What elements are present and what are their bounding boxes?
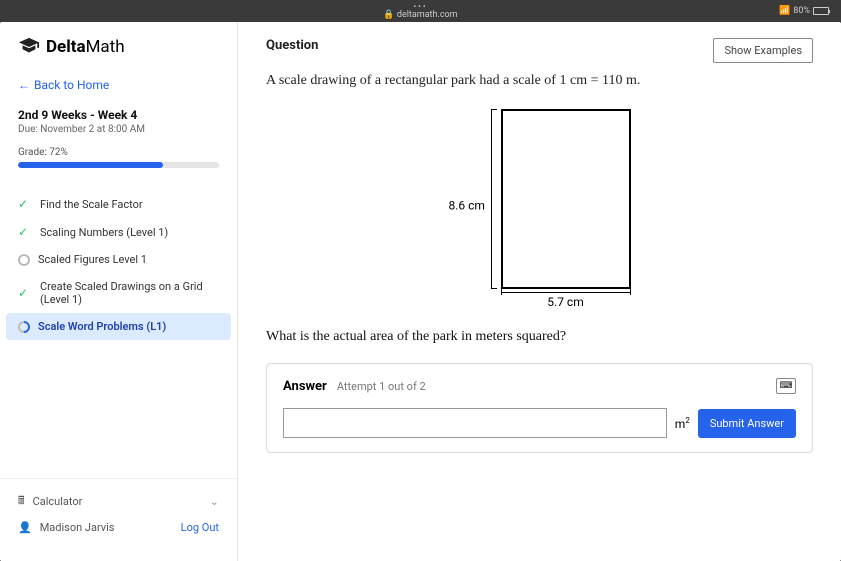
- assignment-title: 2nd 9 Weeks - Week 4: [18, 108, 219, 122]
- answer-input[interactable]: [283, 408, 667, 438]
- sidebar-footer: 🖩 Calculator ⌄ 👤 Madison Jarvis Log Out: [0, 478, 237, 547]
- task-label: Find the Scale Factor: [40, 198, 143, 211]
- task-label: Scaled Figures Level 1: [38, 253, 147, 266]
- rectangle: [501, 109, 631, 289]
- task-item[interactable]: ✓ Create Scaled Drawings on a Grid (Level…: [6, 273, 231, 313]
- task-item[interactable]: Scaled Figures Level 1: [6, 246, 231, 273]
- logo[interactable]: DeltaMath: [0, 36, 237, 72]
- keypad-icon[interactable]: ⌨: [776, 378, 796, 394]
- answer-label: Answer: [283, 379, 327, 394]
- url-display: 🔒 deltamath.com: [383, 10, 457, 20]
- scale-figure: 8.6 cm 5.7 cm: [266, 103, 813, 311]
- show-examples-button[interactable]: Show Examples: [713, 38, 813, 63]
- progress-icon: [16, 318, 33, 335]
- answer-unit: m2: [675, 416, 690, 431]
- grade-block: Grade: 72%: [0, 139, 237, 182]
- task-list: ✓ Find the Scale Factor ✓ Scaling Numbers (…: [0, 182, 237, 478]
- height-label: 8.6 cm: [449, 199, 485, 213]
- submit-answer-button[interactable]: Submit Answer: [698, 409, 796, 438]
- question-heading: Question: [266, 38, 318, 53]
- graduation-cap-icon: [18, 36, 40, 58]
- v-bracket: [491, 109, 497, 289]
- task-label: Scaling Numbers (Level 1): [40, 226, 168, 239]
- width-label: 5.7 cm: [501, 295, 631, 309]
- user-row: 👤 Madison Jarvis Log Out: [18, 516, 219, 539]
- attempt-text: Attempt 1 out of 2: [337, 380, 426, 393]
- task-item[interactable]: ✓ Find the Scale Factor: [6, 190, 231, 218]
- calculator-toggle[interactable]: 🖩 Calculator ⌄: [18, 487, 219, 516]
- main-content: Question Show Examples A scale drawing o…: [238, 22, 841, 561]
- assignment-due: Due: November 2 at 8:00 AM: [18, 124, 219, 135]
- task-item[interactable]: Scale Word Problems (L1): [6, 313, 231, 340]
- progress-bar: [18, 162, 219, 168]
- task-label: Create Scaled Drawings on a Grid (Level …: [40, 280, 219, 306]
- answer-panel: Answer Attempt 1 out of 2 ⌨ m2 Submit An…: [266, 363, 813, 453]
- back-to-home[interactable]: ← Back to Home: [0, 72, 237, 98]
- logout-link[interactable]: Log Out: [181, 521, 219, 534]
- task-label: Scale Word Problems (L1): [38, 320, 166, 333]
- question-prompt: A scale drawing of a rectangular park ha…: [266, 73, 813, 89]
- calculator-icon: 🖩: [18, 492, 25, 511]
- assignment-info: 2nd 9 Weeks - Week 4 Due: November 2 at …: [0, 98, 237, 139]
- check-icon: ✓: [18, 225, 32, 239]
- arrow-left-icon: ←: [18, 78, 30, 92]
- battery-status: 📶80%: [779, 6, 829, 16]
- check-icon: ✓: [18, 286, 32, 300]
- user-icon: 👤: [18, 521, 32, 534]
- chevron-down-icon: ⌄: [210, 495, 219, 508]
- circle-icon: [18, 254, 30, 266]
- browser-chrome: ••• 🔒 deltamath.com 📶80%: [0, 0, 841, 22]
- check-icon: ✓: [18, 197, 32, 211]
- question-followup: What is the actual area of the park in m…: [266, 329, 813, 345]
- task-item[interactable]: ✓ Scaling Numbers (Level 1): [6, 218, 231, 246]
- menu-dots-icon: •••: [413, 2, 427, 11]
- battery-icon: [813, 7, 829, 15]
- grade-label: Grade: 72%: [18, 147, 68, 158]
- user-name: Madison Jarvis: [40, 521, 115, 534]
- sidebar: DeltaMath ← Back to Home 2nd 9 Weeks - W…: [0, 22, 238, 561]
